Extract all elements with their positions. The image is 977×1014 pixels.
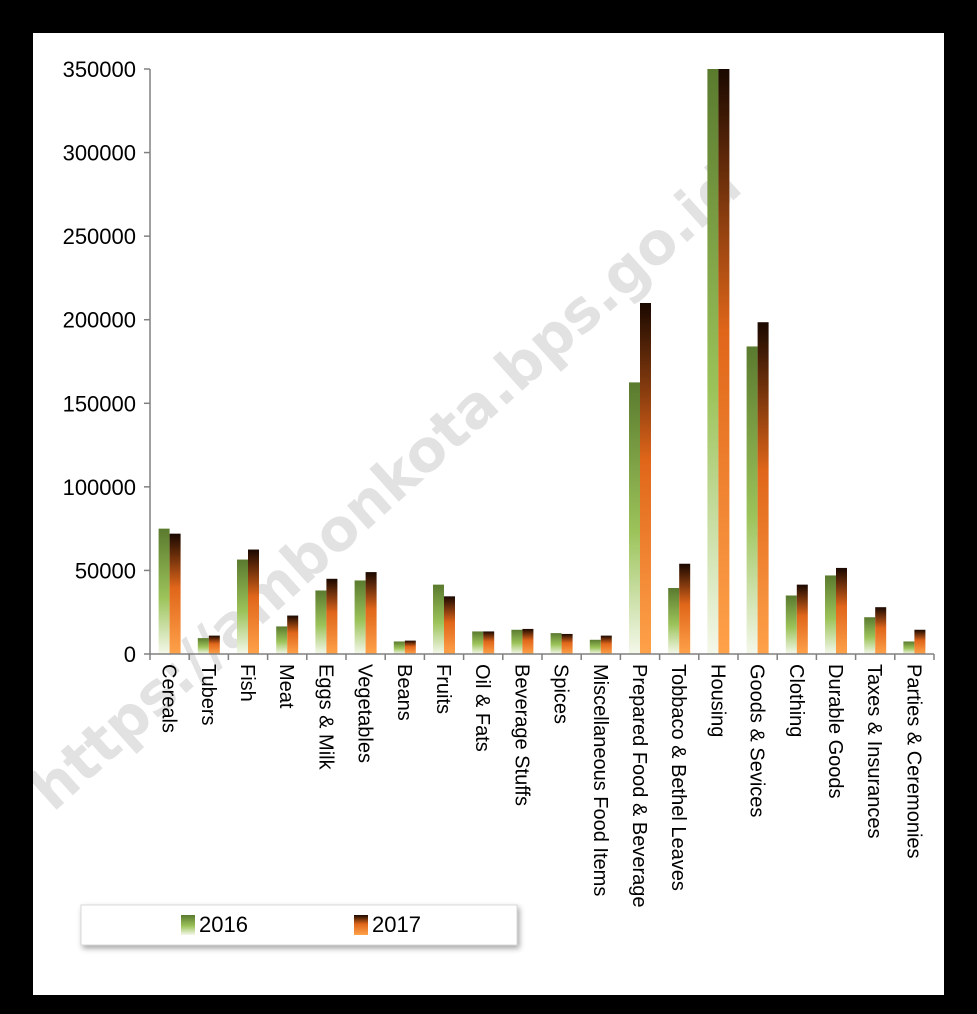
- bar-2017-5: [365, 572, 377, 654]
- bar-2016-19: [903, 641, 915, 654]
- x-tick-label: Taxes & Insurances: [863, 664, 885, 839]
- bar-2017-7: [444, 596, 455, 654]
- y-tick-label: 350000: [63, 57, 136, 82]
- y-axis: 0 50000 100000 150000 200000 250000 300000 3500…: [63, 57, 151, 667]
- bar-2016-9: [511, 629, 523, 654]
- bar-2017-14: [718, 69, 730, 654]
- bar-2016-8: [472, 631, 484, 654]
- x-tick-label: Fish: [236, 664, 258, 702]
- bar-2017-1: [208, 635, 220, 654]
- bar-2017-15: [757, 322, 769, 654]
- bar-2016-13: [668, 587, 680, 654]
- bar-2017-0: [169, 533, 181, 654]
- bar-2016-5: [354, 580, 366, 654]
- legend: 2016 2017: [80, 904, 518, 946]
- bar-2017-6: [404, 640, 416, 654]
- y-tick-label: 150000: [63, 391, 136, 416]
- x-tick-label: Clothing: [785, 664, 807, 737]
- bar-2016-15: [746, 346, 758, 654]
- bar-2016-18: [864, 617, 876, 654]
- y-tick-label: 200000: [63, 308, 136, 333]
- x-tick-label: Vegetables: [354, 664, 376, 763]
- x-axis: Cereals Tubers Fish Meat Eggs & Milk Vegetabl…: [149, 653, 935, 908]
- bar-2016-1: [197, 638, 209, 654]
- x-tick-label: Beans: [393, 664, 415, 721]
- x-tick-label: Tubers: [197, 664, 219, 726]
- bar-2016-12: [629, 382, 640, 654]
- y-tick-label: 0: [124, 642, 136, 667]
- x-tick-label: Eggs & Milk: [314, 664, 336, 771]
- x-tick-label: Durable Goods: [824, 664, 846, 799]
- bar-2017-11: [600, 635, 612, 654]
- x-tick-label: Beverage Stuffs: [510, 664, 532, 806]
- x-tick-label: Prepared Food & Beverage: [628, 664, 650, 908]
- bar-2016-2: [237, 559, 248, 654]
- legend-swatch-2017: [354, 915, 368, 935]
- x-tick-label: Parties & Ceremonies: [902, 664, 924, 859]
- x-tick-label: Cereals: [158, 664, 180, 733]
- bar-2016-14: [707, 69, 719, 654]
- bar-2016-7: [433, 584, 444, 654]
- x-tick-label: Oil & Fats: [471, 664, 493, 752]
- bar-2017-8: [483, 631, 495, 654]
- x-tick-label: Spices: [550, 664, 572, 724]
- x-tick-label: Miscellaneous Food Items: [589, 664, 611, 896]
- bar-2017-4: [326, 578, 338, 654]
- bar-2016-3: [276, 626, 288, 654]
- bar-2017-16: [796, 584, 808, 654]
- bar-chart: https://ambonkota.bps.go.id 050000100000…: [33, 57, 935, 946]
- legend-box: [80, 904, 518, 946]
- bar-2016-17: [825, 575, 836, 654]
- chart-panel: https://ambonkota.bps.go.id 0 50000 100000…: [33, 33, 944, 995]
- bar-2017-3: [287, 615, 299, 654]
- bar-2017-17: [836, 567, 847, 654]
- x-tick-label: Housing: [706, 664, 728, 737]
- bar-2016-10: [550, 633, 562, 654]
- x-tick-label: Meat: [275, 664, 297, 709]
- x-tick-label: Tobbaco & Bethel Leaves: [667, 664, 689, 891]
- bar-2017-12: [640, 303, 651, 654]
- bar-2017-10: [561, 633, 573, 654]
- x-tick-label: Goods & Sevices: [746, 664, 768, 817]
- bar-2016-4: [315, 590, 327, 654]
- bar-2016-11: [589, 639, 601, 654]
- y-tick-label: 50000: [75, 558, 136, 583]
- y-tick-label: 300000: [63, 141, 136, 166]
- bar-2016-16: [785, 595, 797, 654]
- legend-label-2017: 2017: [372, 912, 421, 937]
- bar-2017-19: [914, 629, 926, 654]
- y-tick-label: 100000: [63, 475, 136, 500]
- legend-swatch-2016: [181, 915, 195, 935]
- bar-2017-9: [522, 628, 534, 654]
- bar-2016-0: [158, 528, 170, 654]
- bar-2017-2: [248, 549, 259, 654]
- y-tick-label: 250000: [63, 224, 136, 249]
- bar-2017-13: [679, 563, 691, 654]
- x-tick-label: Fruits: [432, 664, 454, 714]
- legend-label-2016: 2016: [199, 912, 248, 937]
- bar-2017-18: [875, 607, 887, 654]
- bars: [158, 69, 926, 654]
- bar-2016-6: [393, 641, 405, 654]
